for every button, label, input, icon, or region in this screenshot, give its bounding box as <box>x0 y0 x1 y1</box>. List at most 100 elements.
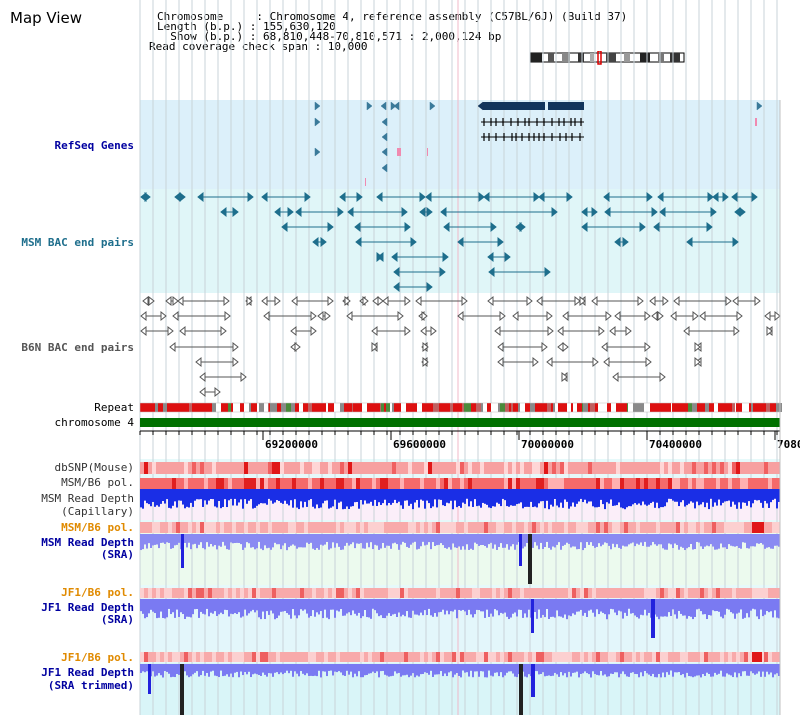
variant-density-cell <box>464 652 468 662</box>
read-depth-bar <box>456 664 458 674</box>
variant-density-cell <box>436 588 440 598</box>
repeat-element <box>312 403 317 412</box>
read-depth-bar <box>318 534 320 550</box>
repeat-element <box>671 403 672 412</box>
read-depth-bar <box>442 534 444 546</box>
variant-density-cell <box>360 462 364 474</box>
variant-density-cell <box>504 522 508 533</box>
variant-density-cell <box>296 462 300 474</box>
variant-density-cell <box>504 478 508 489</box>
read-depth-bar <box>346 664 348 671</box>
read-depth-bar <box>480 489 482 508</box>
variant-density-cell <box>240 588 244 598</box>
repeat-element <box>756 403 759 412</box>
read-depth-bar <box>600 599 602 612</box>
msm-read-depth-sra-label[interactable]: MSM Read Depth <box>41 536 134 549</box>
read-depth-bar <box>350 534 352 545</box>
variant-density-cell <box>664 462 668 474</box>
read-depth-bar <box>316 534 318 549</box>
msm-bac-pair-end <box>354 221 361 233</box>
read-depth-bar <box>194 489 196 501</box>
read-depth-bar <box>142 664 144 672</box>
read-depth-bar <box>548 599 550 619</box>
read-depth-bar <box>538 664 540 675</box>
msm-bac-label[interactable]: MSM BAC end pairs <box>21 236 134 249</box>
read-depth-bar <box>488 599 490 617</box>
read-depth-bar <box>658 489 660 509</box>
variant-density-cell <box>732 522 736 533</box>
variant-density-cell <box>224 462 228 474</box>
read-depth-bar <box>702 599 704 615</box>
msm-bac-pair-end <box>376 191 383 203</box>
read-depth-bar <box>428 664 430 675</box>
read-depth-bar <box>260 664 262 676</box>
b6n-bac-label[interactable]: B6N BAC end pairs <box>21 341 134 354</box>
msm-read-depth-cap-label[interactable]: MSM Read Depth <box>41 492 134 505</box>
jf1-read-depth-sra-label[interactable]: JF1 Read Depth <box>41 601 134 614</box>
msm-read-depth-cap-sub-label: (Capillary) <box>61 505 134 518</box>
read-depth-bar <box>358 599 360 613</box>
read-depth-bar <box>248 664 250 672</box>
msm-b6-pol-label[interactable]: MSM/B6 pol. <box>61 476 134 489</box>
read-depth-bar <box>502 664 504 678</box>
chromosome-label[interactable]: chromosome 4 <box>54 416 134 429</box>
read-depth-bar <box>212 599 214 614</box>
read-depth-bar <box>424 534 426 546</box>
variant-density-cell <box>336 652 340 662</box>
repeat-label[interactable]: Repeat <box>94 401 134 414</box>
read-depth-bar <box>732 534 734 547</box>
refseq-genes-label[interactable]: RefSeq Genes <box>54 139 134 152</box>
read-depth-bar <box>764 664 766 677</box>
read-depth-bar <box>396 664 398 674</box>
read-depth-bar <box>160 489 162 504</box>
variant-density-cell <box>620 522 624 533</box>
read-depth-bar <box>680 664 682 676</box>
read-depth-spike <box>181 534 184 568</box>
read-depth-bar <box>166 664 168 672</box>
variant-density-cell <box>276 462 280 474</box>
read-depth-bar <box>348 599 350 613</box>
jf1-b6-pol-2-label[interactable]: JF1/B6 pol. <box>61 651 134 664</box>
msm-b6-pol-2-label[interactable]: MSM/B6 pol. <box>61 521 134 534</box>
read-depth-bar <box>168 534 170 543</box>
repeat-element <box>573 403 577 412</box>
read-depth-bar <box>368 534 370 548</box>
variant-density-cell <box>384 478 388 489</box>
read-depth-bar <box>756 664 758 674</box>
read-depth-bar <box>642 534 644 546</box>
b6n-bac-pair-end <box>487 295 494 307</box>
read-depth-bar <box>228 489 230 501</box>
read-depth-bar <box>642 489 644 502</box>
variant-density-cell <box>568 588 572 598</box>
read-depth-bar <box>692 664 694 678</box>
variant-density-cell <box>764 478 768 489</box>
read-depth-bar <box>674 599 676 615</box>
variant-density-cell <box>588 588 592 598</box>
read-depth-bar <box>642 599 644 616</box>
read-depth-bar <box>524 664 526 677</box>
variant-density-cell <box>636 478 640 489</box>
read-depth-bar <box>776 534 778 546</box>
variant-density-cell <box>240 522 244 533</box>
jf1-read-depth-trim-label[interactable]: JF1 Read Depth <box>41 666 134 679</box>
read-depth-bar <box>378 534 380 550</box>
read-depth-bar <box>404 664 406 676</box>
repeat-element <box>464 403 466 412</box>
read-depth-bar <box>706 489 708 503</box>
chromosome-ideogram[interactable] <box>528 51 688 65</box>
variant-density-cell <box>572 522 576 533</box>
variant-density-cell <box>188 478 192 489</box>
repeat-element <box>251 403 257 412</box>
variant-density-cell <box>180 522 184 533</box>
b6n-bac-pair-end <box>612 371 619 383</box>
read-depth-bar <box>768 489 770 508</box>
read-depth-bar <box>388 534 390 546</box>
read-depth-bar <box>270 489 272 501</box>
dbsnp-label[interactable]: dbSNP(Mouse) <box>54 461 134 474</box>
msm-bac-pair-end <box>337 206 344 218</box>
variant-density-cell <box>668 588 672 598</box>
variant-density-cell <box>520 478 524 489</box>
jf1-b6-pol-label[interactable]: JF1/B6 pol. <box>61 586 134 599</box>
read-depth-bar <box>234 489 236 499</box>
